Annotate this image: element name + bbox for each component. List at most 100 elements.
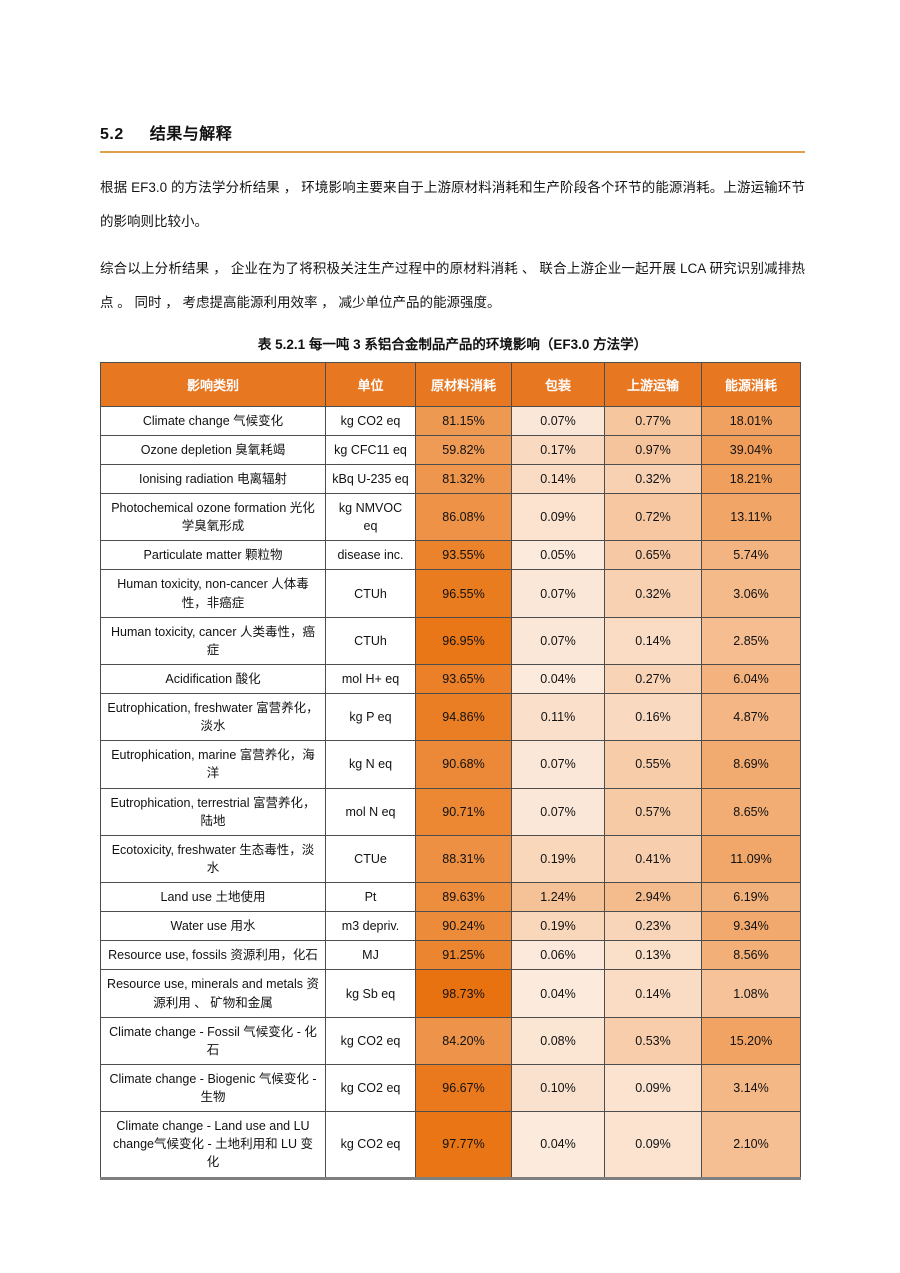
- unit-cell: CTUh: [325, 569, 416, 618]
- value-cell: 96.67%: [415, 1063, 512, 1113]
- value-cell: 0.09%: [604, 1063, 702, 1113]
- value-cell: 97.77%: [415, 1111, 512, 1179]
- table-header-row: 影响类别 单位 原材料消耗 包装 上游运输 能源消耗: [100, 361, 801, 407]
- table-row: Particulate matter 颗粒物 disease inc. 93.55%…: [100, 540, 801, 571]
- category-cell: Climate change - Biogenic 气候变化 - 生物: [100, 1063, 326, 1113]
- value-cell: 0.09%: [604, 1111, 702, 1179]
- table-row: Resource use, minerals and metals 资源利用 、…: [100, 969, 801, 1018]
- value-cell: 0.07%: [511, 405, 605, 436]
- value-cell: 0.07%: [511, 569, 605, 618]
- category-cell: Ionising radiation 电离辐射: [100, 463, 326, 495]
- category-cell: Human toxicity, non-cancer 人体毒性，非癌症: [100, 569, 326, 618]
- category-cell: Acidification 酸化: [100, 663, 326, 695]
- paragraph-analysis-result: 根据 EF3.0 的方法学分析结果 ， 环境影响主要来自于上游原材料消耗和生产阶…: [100, 180, 805, 230]
- value-cell: 0.19%: [511, 834, 605, 884]
- unit-cell: disease inc.: [325, 540, 416, 571]
- value-cell: 2.94%: [604, 882, 702, 913]
- unit-cell: kg NMVOC eq: [325, 493, 416, 542]
- table-row: Eutrophication, freshwater 富营养化，淡水 kg P e…: [100, 693, 801, 742]
- value-cell: 0.23%: [604, 911, 702, 942]
- table-row: Ozone depletion 臭氧耗竭 kg CFC11 eq 59.82% 0.1…: [100, 434, 801, 465]
- table-row: Ecotoxicity, freshwater 生态毒性，淡水 CTUe 88.31…: [100, 834, 801, 884]
- unit-cell: kg CFC11 eq: [325, 434, 416, 465]
- header-cell-2: 原材料消耗: [415, 361, 512, 407]
- unit-cell: kg CO2 eq: [325, 1111, 416, 1179]
- unit-cell: CTUh: [325, 616, 416, 665]
- value-cell: 90.24%: [415, 911, 512, 942]
- value-cell: 0.04%: [511, 969, 605, 1018]
- table-row: Ionising radiation 电离辐射 kBq U-235 eq 81.32…: [100, 463, 801, 495]
- category-cell: Climate change - Fossil 气候变化 - 化石: [100, 1016, 326, 1065]
- unit-cell: kg CO2 eq: [325, 1063, 416, 1113]
- value-cell: 9.34%: [701, 911, 801, 942]
- value-cell: 0.11%: [511, 693, 605, 742]
- unit-cell: Pt: [325, 882, 416, 913]
- value-cell: 13.11%: [701, 493, 801, 542]
- value-cell: 59.82%: [415, 434, 512, 465]
- value-cell: 0.19%: [511, 911, 605, 942]
- section-title: 结果与解释: [149, 126, 233, 143]
- category-cell: Eutrophication, marine 富营养化，海洋: [100, 740, 326, 789]
- value-cell: 15.20%: [701, 1016, 801, 1065]
- value-cell: 8.56%: [701, 940, 801, 971]
- value-cell: 0.77%: [604, 405, 702, 436]
- category-cell: Eutrophication, freshwater 富营养化，淡水: [100, 693, 326, 742]
- value-cell: 2.10%: [701, 1111, 801, 1179]
- value-cell: 81.32%: [415, 463, 512, 495]
- value-cell: 4.87%: [701, 693, 801, 742]
- table-row: Land use 土地使用 Pt 89.63% 1.24% 2.94% 6.19%: [100, 882, 801, 913]
- category-cell: Human toxicity, cancer 人类毒性，癌症: [100, 616, 326, 665]
- impact-table-body: Climate change 气候变化 kg CO2 eq 81.15% 0.07% 0…: [100, 405, 801, 1179]
- category-cell: Climate change - Land use and LU change气…: [100, 1111, 326, 1179]
- paragraph-recommendation: 综合以上分析结果 ， 企业在为了将积极关注生产过程中的原材料消耗 、 联合上游企…: [100, 260, 805, 311]
- value-cell: 0.32%: [604, 463, 702, 495]
- value-cell: 86.08%: [415, 493, 512, 542]
- value-cell: 3.14%: [701, 1063, 801, 1113]
- category-cell: Resource use, minerals and metals 资源利用 、…: [100, 969, 326, 1018]
- table-row: Climate change - Fossil 气候变化 - 化石 kg CO2 …: [100, 1016, 801, 1065]
- category-cell: Land use 土地使用: [100, 882, 326, 913]
- table-row: Human toxicity, cancer 人类毒性，癌症 CTUh 96.95%…: [100, 616, 801, 665]
- table-row: Climate change - Biogenic 气候变化 - 生物 kg CO…: [100, 1063, 801, 1113]
- table-row: Resource use, fossils 资源利用，化石 MJ 91.25% 0.0…: [100, 940, 801, 971]
- category-cell: Eutrophication, terrestrial 富营养化，陆地: [100, 787, 326, 836]
- value-cell: 88.31%: [415, 834, 512, 884]
- unit-cell: mol H+ eq: [325, 663, 416, 695]
- value-cell: 0.06%: [511, 940, 605, 971]
- value-cell: 11.09%: [701, 834, 801, 884]
- value-cell: 0.41%: [604, 834, 702, 884]
- value-cell: 96.95%: [415, 616, 512, 665]
- value-cell: 2.85%: [701, 616, 801, 665]
- value-cell: 5.74%: [701, 540, 801, 571]
- category-cell: Resource use, fossils 资源利用，化石: [100, 940, 326, 971]
- header-cell-1: 单位: [325, 361, 416, 407]
- unit-cell: kg N eq: [325, 740, 416, 789]
- value-cell: 89.63%: [415, 882, 512, 913]
- value-cell: 0.14%: [604, 616, 702, 665]
- value-cell: 94.86%: [415, 693, 512, 742]
- value-cell: 3.06%: [701, 569, 801, 618]
- table-row: Climate change - Land use and LU change气…: [100, 1111, 801, 1179]
- value-cell: 1.08%: [701, 969, 801, 1018]
- table-row: Eutrophication, terrestrial 富营养化，陆地 mol N…: [100, 787, 801, 836]
- category-cell: Ozone depletion 臭氧耗竭: [100, 434, 326, 465]
- value-cell: 6.19%: [701, 882, 801, 913]
- unit-cell: kBq U-235 eq: [325, 463, 416, 495]
- value-cell: 98.73%: [415, 969, 512, 1018]
- value-cell: 90.71%: [415, 787, 512, 836]
- value-cell: 0.65%: [604, 540, 702, 571]
- value-cell: 0.17%: [511, 434, 605, 465]
- value-cell: 0.07%: [511, 787, 605, 836]
- value-cell: 0.13%: [604, 940, 702, 971]
- unit-cell: kg P eq: [325, 693, 416, 742]
- value-cell: 0.09%: [511, 493, 605, 542]
- category-cell: Ecotoxicity, freshwater 生态毒性，淡水: [100, 834, 326, 884]
- unit-cell: MJ: [325, 940, 416, 971]
- value-cell: 93.55%: [415, 540, 512, 571]
- value-cell: 90.68%: [415, 740, 512, 789]
- table-row: Photochemical ozone formation 光化学臭氧形成 kg …: [100, 493, 801, 542]
- value-cell: 0.97%: [604, 434, 702, 465]
- unit-cell: kg CO2 eq: [325, 1016, 416, 1065]
- value-cell: 0.53%: [604, 1016, 702, 1065]
- table-row: Eutrophication, marine 富营养化，海洋 kg N eq 90.…: [100, 740, 801, 789]
